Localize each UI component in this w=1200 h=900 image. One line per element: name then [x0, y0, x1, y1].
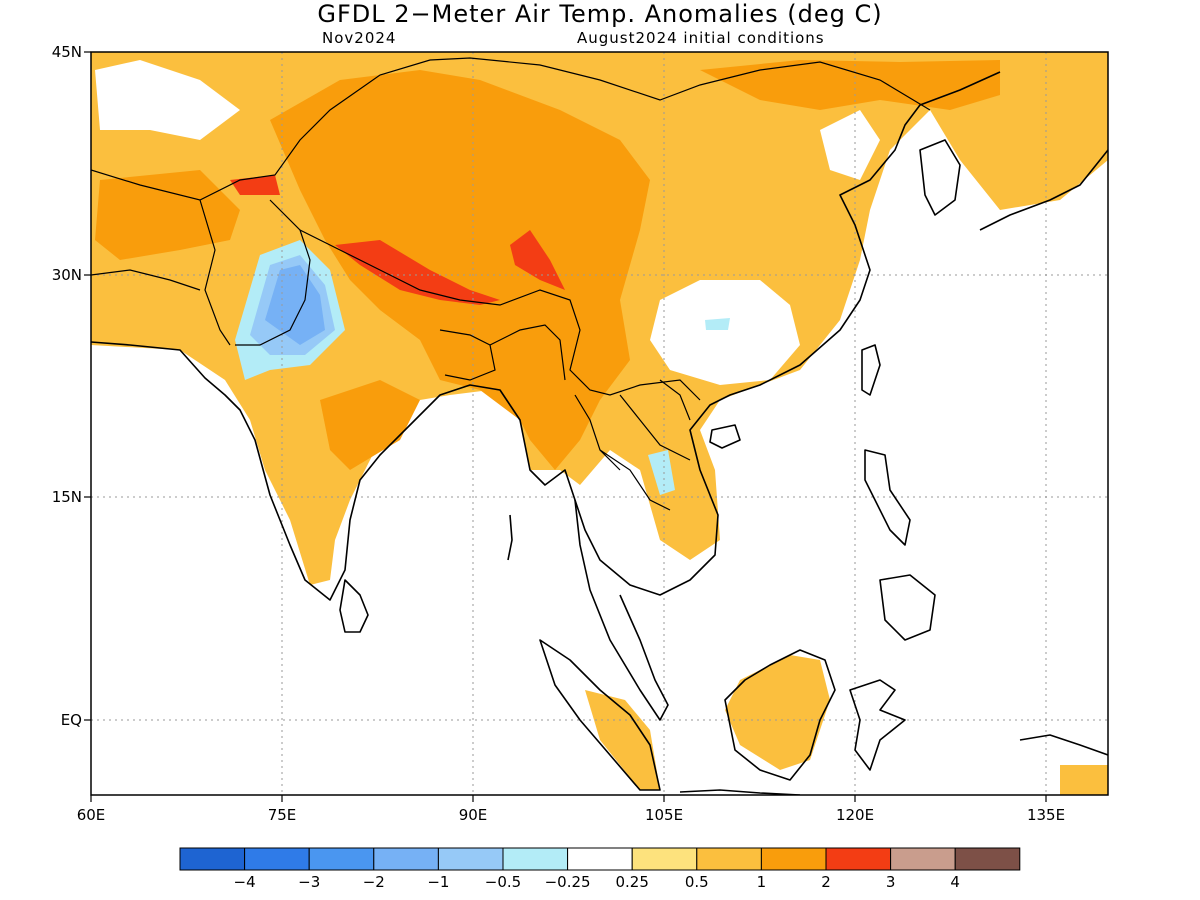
lat-label-45n: 45N	[51, 43, 82, 61]
colorbar-tick-label: 4	[950, 873, 960, 891]
coastline-korea	[919, 139, 961, 216]
colorbar-box	[631, 847, 698, 871]
colorbar-tick-label: 1	[756, 873, 767, 891]
colorbar-tick-label: 0.25	[615, 873, 649, 891]
anomaly-region-orange-india	[320, 380, 420, 470]
anomaly-region-red-east-tibet	[510, 230, 565, 290]
coastline-andaman	[507, 514, 513, 561]
colorbar-tick-label: 2	[821, 873, 831, 891]
lon-label-105e: 105E	[644, 806, 684, 824]
map-title: GFDL 2−Meter Air Temp. Anomalies (deg C)	[317, 0, 883, 28]
coastline-luzon	[864, 449, 911, 546]
coastline-malay-peninsula	[574, 499, 669, 721]
colorbar-tick-label: −0.25	[544, 873, 591, 891]
colorbar-box	[437, 847, 504, 871]
coastline-borneo	[724, 649, 836, 781]
anomaly-region-cool-south-china	[705, 318, 730, 330]
anomaly-region-light-orange-png	[1060, 765, 1108, 795]
colorbar-box	[179, 847, 246, 871]
coastline-mindanao	[879, 574, 936, 641]
lon-label-90e: 90E	[458, 806, 488, 824]
coastline-sri-lanka	[339, 579, 369, 633]
graticule	[91, 52, 1108, 795]
colorbar-box	[696, 847, 762, 871]
anomaly-region-orange	[270, 70, 650, 470]
coastline-sumatra	[539, 639, 661, 791]
colorbar-box	[954, 847, 1021, 871]
colorbar-box	[825, 847, 892, 871]
lon-label-60e: 60E	[76, 806, 106, 824]
initial-conditions-label: August2024 initial conditions	[577, 29, 825, 47]
coastline-sulawesi	[849, 679, 906, 771]
lon-label-135e: 135E	[1026, 806, 1066, 824]
coastline-mainland	[91, 71, 1001, 601]
anomaly-region-light-orange-borneo	[725, 655, 830, 770]
coastline-taiwan	[861, 344, 881, 396]
coastline-new-guinea	[1019, 734, 1108, 756]
anomaly-region-neutral-china	[650, 280, 800, 385]
colorbar-tick-label: −0.5	[484, 873, 522, 891]
lat-label-30n: 30N	[51, 266, 82, 284]
coastline-hainan	[709, 424, 741, 449]
map-frame	[90, 51, 1109, 796]
anomaly-shading	[91, 52, 1108, 795]
colorbar-box	[760, 847, 827, 871]
axis-ticks	[84, 51, 1047, 802]
colorbar-tick-label: −4	[233, 873, 256, 891]
colorbar-tick-label: −1	[427, 873, 450, 891]
colorbar-box	[502, 847, 569, 871]
colorbar-box	[890, 847, 956, 871]
forecast-month: Nov2024	[322, 29, 397, 47]
colorbar-box	[373, 847, 439, 871]
anomaly-region-light-orange-sumatra	[585, 690, 660, 790]
coastline-java	[679, 789, 801, 795]
lat-label-15n: 15N	[51, 488, 82, 506]
lat-label-eq: EQ	[60, 711, 82, 729]
anomaly-region-neutral-central-asia	[95, 60, 240, 140]
anomaly-region-cool-1	[265, 265, 325, 345]
colorbar-tick-label: −2	[362, 873, 385, 891]
colorbar-box	[308, 847, 375, 871]
colorbar-box	[567, 847, 633, 871]
anomaly-region-cool-laos	[648, 450, 675, 495]
colorbar	[179, 847, 1021, 871]
colorbar-tick-label: 3	[885, 873, 896, 891]
colorbar-tick-label: −3	[298, 873, 321, 891]
lon-label-75e: 75E	[267, 806, 297, 824]
anomaly-region-orange-west	[95, 170, 240, 260]
colorbar-tick-label: 0.5	[684, 873, 709, 891]
anomaly-region-red-tibet	[335, 240, 500, 305]
colorbar-box	[244, 847, 310, 871]
anomaly-region-orange-north	[700, 60, 1000, 110]
lon-label-120e: 120E	[835, 806, 875, 824]
anomaly-region-neutral-northeast	[820, 110, 880, 180]
coastlines	[91, 71, 1108, 795]
coastline-japan	[979, 149, 1108, 231]
country-borders	[91, 57, 931, 511]
